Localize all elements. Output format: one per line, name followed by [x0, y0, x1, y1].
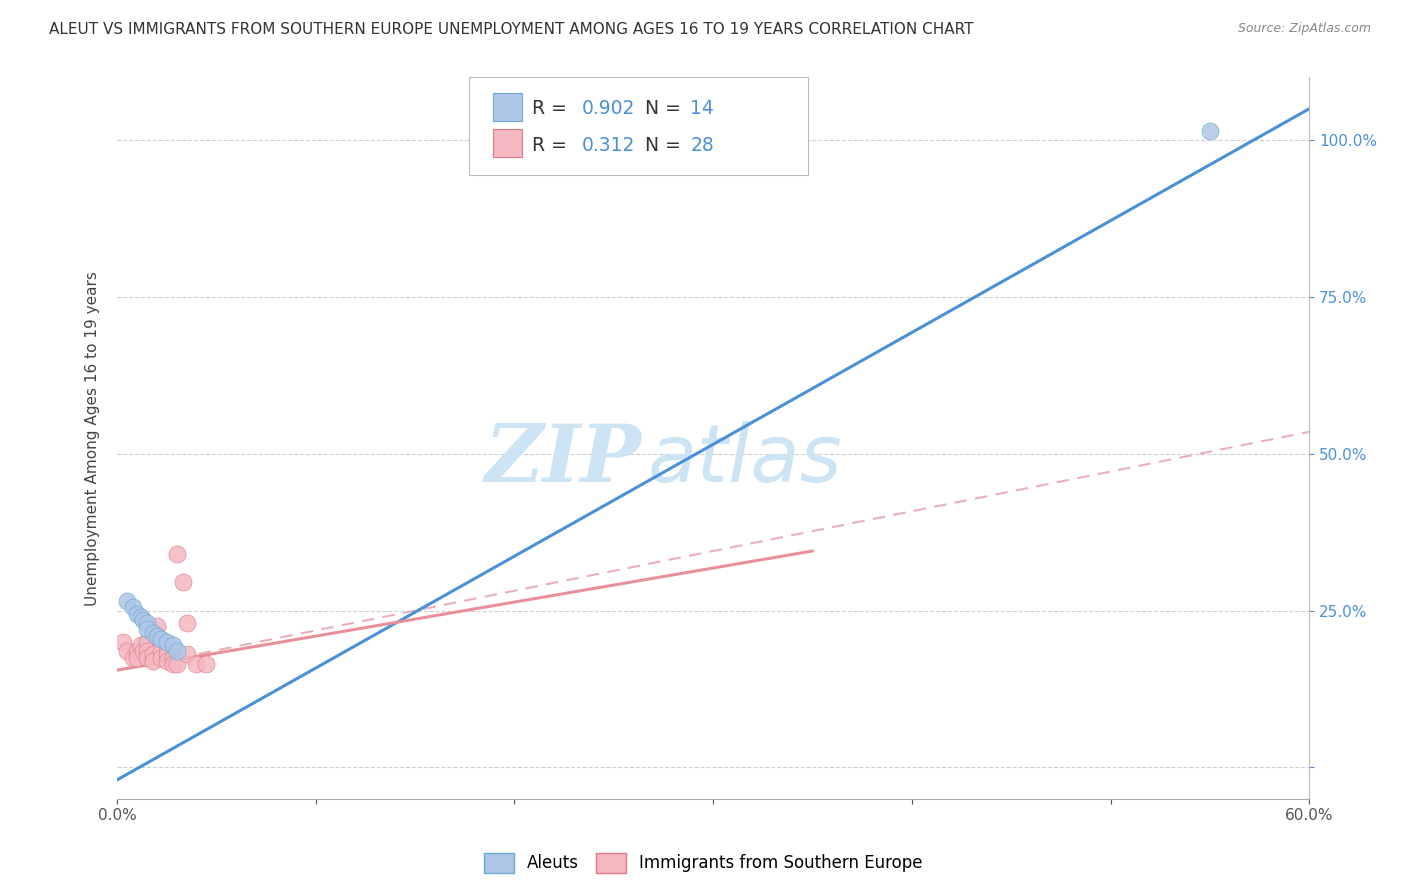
Text: ALEUT VS IMMIGRANTS FROM SOUTHERN EUROPE UNEMPLOYMENT AMONG AGES 16 TO 19 YEARS : ALEUT VS IMMIGRANTS FROM SOUTHERN EUROPE… [49, 22, 974, 37]
Point [149, 644, 172, 658]
FancyBboxPatch shape [492, 129, 523, 157]
Point [162, 657, 184, 671]
Point [156, 635, 179, 649]
Point [156, 638, 179, 652]
Point [166, 657, 188, 671]
Y-axis label: Unemployment Among Ages 16 to 19 years: Unemployment Among Ages 16 to 19 years [86, 270, 100, 606]
Point [195, 657, 218, 671]
Point [145, 619, 167, 633]
Legend: Aleuts, Immigrants from Southern Europe: Aleuts, Immigrants from Southern Europe [477, 847, 929, 880]
Point [162, 638, 184, 652]
Point [129, 610, 152, 624]
Point [172, 575, 194, 590]
Point [125, 650, 148, 665]
Point [156, 648, 179, 662]
Text: R =: R = [531, 99, 572, 118]
Point [121, 600, 143, 615]
Text: N =: N = [645, 136, 688, 155]
Point [132, 644, 155, 658]
Point [135, 616, 157, 631]
Point [145, 629, 167, 643]
Point [115, 644, 138, 658]
Point [176, 648, 198, 662]
Point [149, 650, 172, 665]
FancyBboxPatch shape [492, 94, 523, 120]
Point [176, 616, 198, 631]
Point [125, 644, 148, 658]
Point [132, 613, 155, 627]
Text: Source: ZipAtlas.com: Source: ZipAtlas.com [1237, 22, 1371, 36]
Point [135, 650, 157, 665]
Point [142, 654, 165, 668]
Text: 28: 28 [690, 136, 714, 155]
Text: atlas: atlas [648, 421, 842, 499]
Point [125, 607, 148, 621]
Point [121, 650, 143, 665]
Point [145, 629, 167, 643]
Text: ZIP: ZIP [485, 421, 641, 499]
Point [162, 650, 184, 665]
Point [135, 635, 157, 649]
Point [142, 625, 165, 640]
Point [186, 657, 208, 671]
Point [115, 594, 138, 608]
Point [111, 635, 134, 649]
Point [135, 623, 157, 637]
Point [1199, 124, 1222, 138]
Point [142, 648, 165, 662]
FancyBboxPatch shape [468, 78, 808, 175]
Text: R =: R = [531, 136, 572, 155]
Text: 0.902: 0.902 [582, 99, 636, 118]
Point [166, 644, 188, 658]
Text: 0.312: 0.312 [582, 136, 636, 155]
Point [149, 632, 172, 646]
Point [129, 638, 152, 652]
Text: 14: 14 [690, 99, 714, 118]
Point [135, 644, 157, 658]
Text: N =: N = [645, 99, 688, 118]
Point [156, 654, 179, 668]
Point [166, 547, 188, 561]
